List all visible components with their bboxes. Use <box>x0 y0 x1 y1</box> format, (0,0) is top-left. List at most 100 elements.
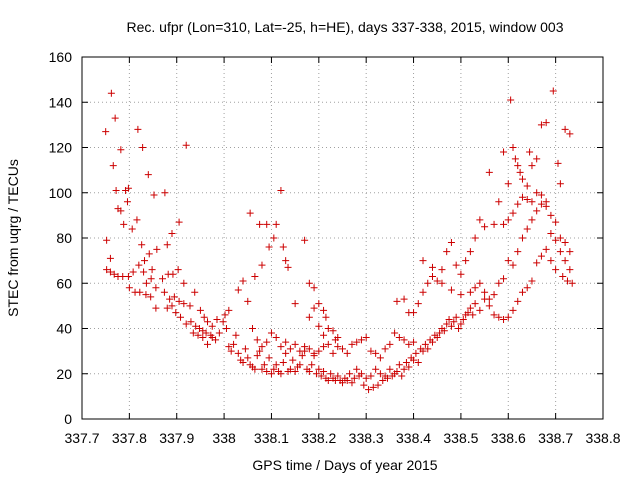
data-point <box>459 315 467 323</box>
data-point <box>542 198 550 206</box>
data-point <box>462 257 470 265</box>
data-point <box>296 361 304 369</box>
data-point <box>310 284 318 292</box>
data-point <box>279 358 287 366</box>
plot-frame <box>81 56 604 420</box>
data-point <box>391 329 399 337</box>
data-point <box>123 198 131 206</box>
data-point <box>523 225 531 233</box>
data-point <box>537 121 545 129</box>
y-tick-label: 0 <box>64 411 72 427</box>
data-point <box>168 302 176 310</box>
data-point <box>500 315 508 323</box>
x-tick-label: 338.2 <box>301 430 336 446</box>
data-point <box>284 263 292 271</box>
data-point <box>393 297 401 305</box>
data-point <box>369 383 377 391</box>
data-point <box>263 338 271 346</box>
data-point <box>549 87 557 95</box>
data-point <box>485 295 493 303</box>
data-point <box>152 284 160 292</box>
data-point <box>196 306 204 314</box>
data-point <box>457 320 465 328</box>
data-point <box>471 284 479 292</box>
data-point <box>182 320 190 328</box>
data-point <box>547 229 555 237</box>
data-point <box>556 248 564 256</box>
data-point <box>419 347 427 355</box>
data-point <box>528 216 536 224</box>
data-point <box>270 234 278 242</box>
data-point <box>360 381 368 389</box>
data-point <box>310 349 318 357</box>
data-point <box>552 266 560 274</box>
data-point <box>241 345 249 353</box>
data-point <box>172 309 180 317</box>
data-point <box>134 125 142 133</box>
data-point <box>270 365 278 373</box>
data-point <box>232 331 240 339</box>
data-point <box>476 306 484 314</box>
data-point <box>424 279 432 287</box>
x-tick-label: 337.8 <box>112 430 147 446</box>
data-point <box>518 175 526 183</box>
data-point <box>258 261 266 269</box>
data-point <box>537 252 545 260</box>
data-point <box>182 141 190 149</box>
data-point <box>466 248 474 256</box>
x-tick-labels: 337.7 337.8 337.9 338 338.1 338.2 338.3 338.4 33… <box>64 430 620 446</box>
data-point <box>265 354 273 362</box>
data-point <box>471 234 479 242</box>
data-point <box>144 171 152 179</box>
data-point <box>457 291 465 299</box>
data-point <box>272 334 280 342</box>
data-point <box>256 347 264 355</box>
data-point <box>129 268 137 276</box>
data-point <box>504 257 512 265</box>
data-point <box>357 370 365 378</box>
data-points <box>102 87 576 394</box>
data-point <box>320 367 328 375</box>
data-point <box>253 336 261 344</box>
data-point <box>234 349 242 357</box>
data-point <box>412 349 420 357</box>
data-point <box>353 338 361 346</box>
data-point <box>507 96 515 104</box>
data-point <box>296 347 304 355</box>
data-point <box>320 306 328 314</box>
data-point <box>428 338 436 346</box>
data-point <box>367 372 375 380</box>
data-point <box>117 146 125 154</box>
data-point <box>428 263 436 271</box>
y-tick-label: 160 <box>49 49 73 65</box>
data-point <box>305 367 313 375</box>
data-point <box>125 284 133 292</box>
data-point <box>109 162 117 170</box>
data-point <box>414 300 422 308</box>
data-point <box>260 361 268 369</box>
data-point <box>282 349 290 357</box>
data-point <box>523 284 531 292</box>
data-point <box>163 304 171 312</box>
data-point <box>305 345 313 353</box>
data-point <box>329 327 337 335</box>
y-tick-label: 80 <box>56 230 72 246</box>
data-point <box>175 218 183 226</box>
data-point <box>305 279 313 287</box>
data-point <box>566 266 574 274</box>
data-point <box>346 370 354 378</box>
data-point <box>138 241 146 249</box>
data-point <box>504 180 512 188</box>
data-point <box>186 302 194 310</box>
data-point <box>528 162 536 170</box>
data-point <box>189 329 197 337</box>
data-point <box>315 322 323 330</box>
data-point <box>170 293 178 301</box>
data-point <box>348 379 356 387</box>
data-point <box>542 245 550 253</box>
data-point <box>169 270 177 278</box>
data-point <box>476 216 484 224</box>
data-point <box>495 313 503 321</box>
data-point <box>516 168 524 176</box>
data-point <box>547 211 555 219</box>
